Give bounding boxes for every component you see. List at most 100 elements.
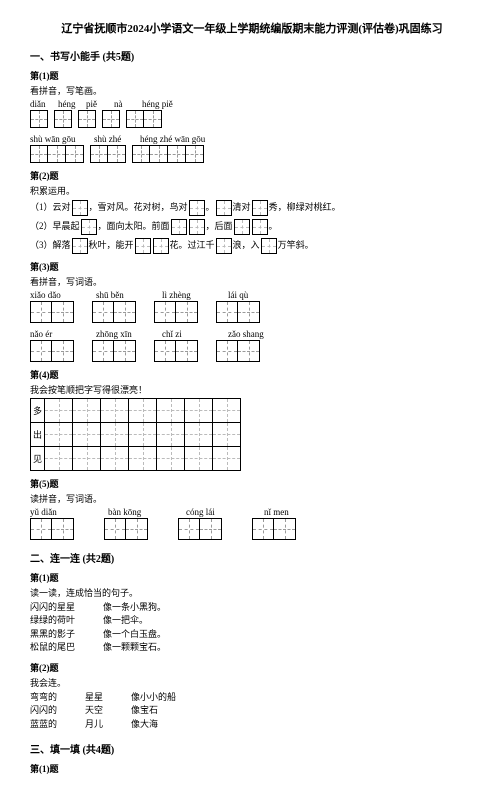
- writing-cell: [144, 110, 162, 128]
- writing-cell: [216, 340, 238, 362]
- writing-cell-group: [78, 110, 96, 128]
- writing-cell: [252, 219, 268, 235]
- writing-cell: [66, 145, 84, 163]
- q4-num: 第(4)题: [30, 368, 474, 381]
- writing-cell-group: [90, 145, 126, 163]
- q1-boxes-row1: [30, 110, 474, 128]
- stroke-row-label: 见: [31, 446, 45, 470]
- q7-col1: 弯弯的闪闪的蓝蓝的: [30, 691, 57, 732]
- q5-text: 读拼音，写词语。: [30, 492, 474, 505]
- stroke-cell: [129, 422, 157, 446]
- writing-cell-group: [104, 518, 148, 540]
- writing-cell: [171, 219, 187, 235]
- writing-cell: [176, 340, 198, 362]
- q7-columns: 弯弯的闪闪的蓝蓝的 星星天空月儿 像小小的船像宝石像大海: [30, 691, 474, 732]
- writing-cell: [92, 340, 114, 362]
- writing-cell-group: [30, 145, 84, 163]
- writing-cell: [54, 110, 72, 128]
- q3-pinyin-row1: xiǎo dǎoshū běnlì zhènglái qù: [30, 290, 474, 300]
- q4-text: 我会按笔顺把字写得很漂亮！: [30, 383, 474, 396]
- stroke-cell: [45, 422, 73, 446]
- q2-text: 积累运用。: [30, 184, 474, 197]
- pinyin-label: xiǎo dǎo: [30, 290, 92, 300]
- stroke-cell: [157, 422, 185, 446]
- writing-cell: [186, 145, 204, 163]
- writing-cell-group: [30, 301, 74, 323]
- writing-cell: [135, 238, 151, 254]
- q3-boxes-row1: [30, 301, 474, 323]
- match-item: 像一条小黑狗。: [103, 601, 166, 615]
- match-item: 像小小的船: [131, 691, 176, 705]
- fill-box: [81, 219, 97, 235]
- writing-cell: [238, 340, 260, 362]
- fill-box: [189, 219, 205, 235]
- fill-box: [72, 200, 88, 216]
- writing-cell: [72, 200, 88, 216]
- stroke-cell: [101, 398, 129, 422]
- pinyin-label: yǔ diǎn: [30, 507, 104, 517]
- stroke-cell: [45, 446, 73, 470]
- writing-cell-group: [92, 340, 136, 362]
- writing-cell: [114, 301, 136, 323]
- fill-box: [72, 238, 88, 254]
- pinyin-label: shū běn: [96, 290, 158, 300]
- writing-cell: [30, 301, 52, 323]
- writing-cell: [108, 145, 126, 163]
- stroke-cell: [213, 422, 241, 446]
- writing-cell: [52, 340, 74, 362]
- q3-num: 第(3)题: [30, 260, 474, 273]
- stroke-cell: [101, 422, 129, 446]
- pinyin-label: diǎn: [30, 99, 54, 109]
- writing-cell: [154, 340, 176, 362]
- writing-cell-group: [216, 200, 232, 216]
- pinyin-label: héng piě: [142, 99, 184, 109]
- writing-cell: [216, 238, 232, 254]
- q1-pinyin-row1: diǎnhéngpiěnàhéng piě: [30, 99, 474, 109]
- writing-cell: [153, 238, 169, 254]
- writing-cell: [234, 219, 250, 235]
- writing-cell: [176, 301, 198, 323]
- text: 清对: [233, 202, 251, 212]
- writing-cell-group: [234, 219, 250, 235]
- q6-num: 第(1)题: [30, 571, 474, 584]
- writing-cell-group: [132, 145, 204, 163]
- q7-num: 第(2)题: [30, 661, 474, 674]
- match-item: 像宝石: [131, 704, 176, 718]
- q3-pinyin-row2: nǎo érzhōng xīnchǐ zizǎo shang: [30, 329, 474, 339]
- q6-left-col: 闪闪的星星绿绿的荷叶黑黑的影子松鼠的尾巴: [30, 601, 75, 655]
- writing-cell: [132, 145, 150, 163]
- writing-cell-group: [72, 200, 88, 216]
- writing-cell-group: [216, 340, 260, 362]
- match-item: 像大海: [131, 718, 176, 732]
- pinyin-label: héng: [58, 99, 82, 109]
- writing-cell-group: [92, 301, 136, 323]
- stroke-cell: [213, 398, 241, 422]
- match-item: 松鼠的尾巴: [30, 641, 75, 655]
- fill-box: [252, 219, 268, 235]
- text: （3）解落: [30, 240, 71, 250]
- writing-cell-group: [171, 219, 187, 235]
- writing-cell-group: [30, 518, 74, 540]
- fill-box: [171, 219, 187, 235]
- match-item: 黑黑的影子: [30, 628, 75, 642]
- match-item: 像一个白玉盘。: [103, 628, 166, 642]
- writing-cell: [104, 518, 126, 540]
- writing-cell: [126, 518, 148, 540]
- fill-box: [261, 238, 277, 254]
- match-item: 像一把伞。: [103, 614, 166, 628]
- match-item: 闪闪的: [30, 704, 57, 718]
- writing-cell-group: [189, 219, 205, 235]
- writing-cell-group: [252, 518, 296, 540]
- text: 浪，入: [233, 240, 260, 250]
- match-item: 月儿: [85, 718, 103, 732]
- writing-cell: [92, 301, 114, 323]
- writing-cell-group: [154, 340, 198, 362]
- q2-line3: （3）解落秋叶，能开花。过江千浪，入万竿斜。: [30, 237, 474, 254]
- match-item: 天空: [85, 704, 103, 718]
- q3-boxes-row2: [30, 340, 474, 362]
- writing-cell: [30, 340, 52, 362]
- pinyin-label: cóng lái: [186, 507, 260, 517]
- section-2-heading: 二、连一连 (共2题): [30, 550, 474, 565]
- text: 万竿斜。: [278, 240, 314, 250]
- pinyin-label: nǎo ér: [30, 329, 92, 339]
